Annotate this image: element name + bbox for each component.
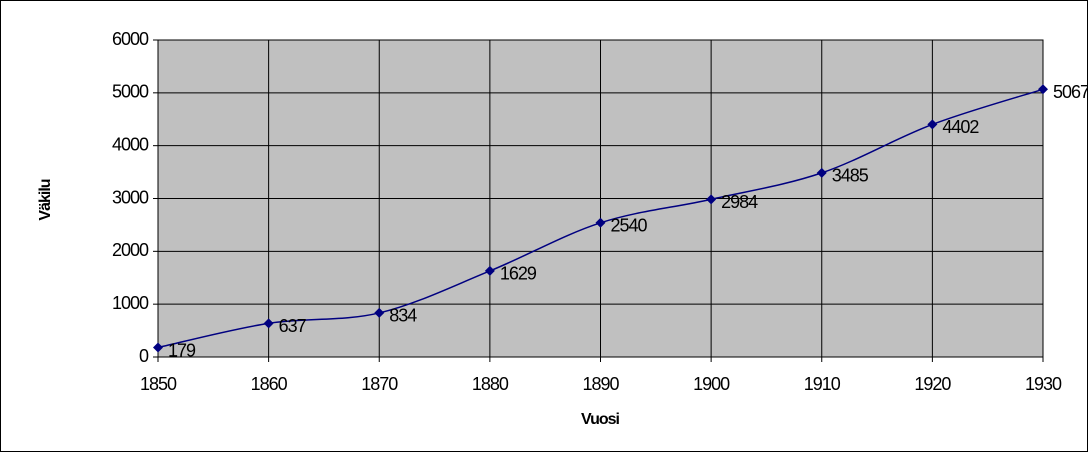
x-tick-label: 1890 [582, 374, 619, 394]
x-axis-title: Vuosi [581, 411, 620, 428]
marker [153, 342, 163, 353]
data-label: 637 [279, 316, 307, 336]
y-tick-label: 6000 [112, 29, 149, 49]
x-tick-label: 1880 [472, 374, 509, 394]
marker [1038, 84, 1048, 95]
y-tick-label: 5000 [112, 82, 149, 102]
y-axis-title: Väkilu [37, 179, 54, 220]
marker [706, 194, 717, 205]
marker [595, 217, 606, 228]
x-tick-label: 1870 [361, 374, 398, 394]
x-tick-label: 1850 [140, 374, 177, 394]
x-tick-label: 1910 [804, 374, 841, 394]
marker [484, 265, 495, 276]
x-tick-label: 1930 [1025, 374, 1062, 394]
data-label: 5067 [1053, 82, 1088, 102]
x-tick-label: 1860 [251, 374, 288, 394]
y-tick-label: 0 [139, 346, 149, 366]
x-tick-label: 1920 [914, 374, 951, 394]
data-label: 834 [389, 306, 417, 326]
x-tick-label: 1900 [693, 374, 730, 394]
y-tick-label: 2000 [112, 240, 149, 260]
marker [927, 119, 938, 130]
data-label: 2984 [721, 192, 758, 212]
y-tick-label: 4000 [112, 134, 149, 154]
marker [374, 307, 385, 318]
y-tick-label: 3000 [112, 187, 149, 207]
marker [816, 167, 827, 178]
data-label: 4402 [942, 117, 979, 137]
data-label: 1629 [500, 264, 537, 284]
data-label: 3485 [832, 166, 869, 186]
data-label: 179 [168, 340, 196, 360]
marker [263, 318, 274, 329]
data-label: 2540 [611, 216, 648, 236]
y-tick-label: 1000 [112, 293, 149, 313]
